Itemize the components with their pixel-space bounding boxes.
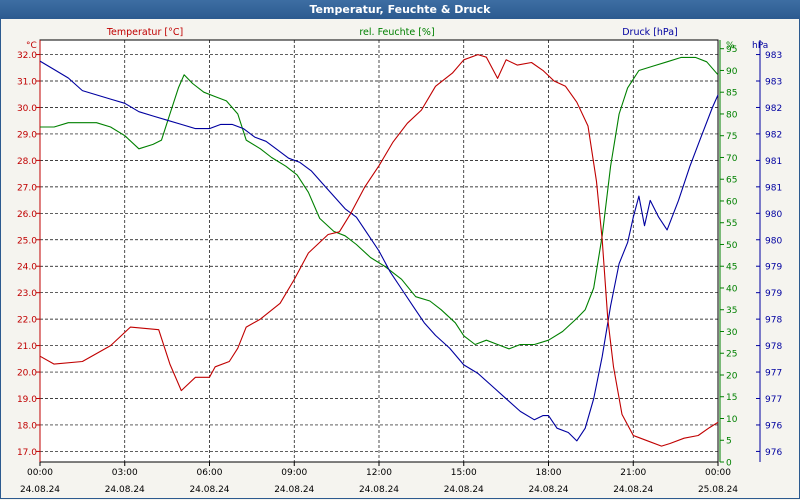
x-tick-date: 24.08.24 [274,485,314,495]
pressure-tick-label: 980 [765,236,782,246]
temperature-tick-label: 21.0 [17,342,37,352]
x-tick-time: 18:00 [536,468,562,478]
pressure-tick-label: 982 [765,104,782,114]
humidity-tick-label: 95 [726,45,737,55]
humidity-tick-label: 20 [726,371,738,381]
x-tick-date: 24.08.24 [20,485,60,495]
humidity-tick-label: 30 [726,328,738,338]
x-tick-time: 00:00 [27,468,53,478]
humidity-series-line [40,56,719,350]
x-tick-time: 21:00 [620,468,646,478]
temperature-tick-label: 30.0 [17,104,37,114]
pressure-tick-label: 978 [765,342,782,352]
pressure-axis-unit: hPa [752,41,768,51]
temperature-tick-label: 32.0 [17,51,37,61]
humidity-tick-label: 75 [726,132,737,142]
window-title: Temperatur, Feuchte & Druck [0,0,800,19]
pressure-series-line [39,60,719,442]
legend-humidity: rel. Feuchte [%] [359,27,434,38]
humidity-tick-label: 25 [726,350,737,360]
humidity-tick-label: 45 [726,263,737,273]
humidity-tick-label: 50 [726,241,738,251]
temperature-tick-label: 20.0 [17,369,37,379]
humidity-tick-label: 40 [726,284,738,294]
humidity-axis-unit: % [726,41,735,51]
humidity-tick-label: 90 [726,67,738,77]
x-tick-date: 24.08.24 [105,485,145,495]
pressure-tick-label: 977 [765,395,782,405]
humidity-tick-label: 55 [726,219,737,229]
temperature-tick-label: 25.0 [17,236,37,246]
humidity-tick-label: 60 [726,197,738,207]
humidity-tick-label: 80 [726,110,738,120]
x-tick-date: 24.08.24 [359,485,399,495]
temperature-axis-unit: °C [26,41,37,51]
temperature-tick-label: 18.0 [17,421,37,431]
temperature-series-line [39,54,719,447]
temperature-tick-label: 28.0 [17,157,37,167]
x-tick-date: 24.08.24 [528,485,568,495]
legend-temperature: Temperatur [°C] [106,27,183,38]
x-tick-time: 12:00 [366,468,392,478]
humidity-tick-label: 5 [726,437,732,447]
temperature-tick-label: 24.0 [17,263,37,273]
humidity-tick-label: 85 [726,89,737,99]
temperature-tick-label: 31.0 [17,78,37,88]
pressure-tick-label: 983 [765,78,782,88]
temperature-tick-label: 26.0 [17,210,37,220]
temperature-tick-label: 27.0 [17,183,37,193]
pressure-tick-label: 980 [765,210,782,220]
pressure-tick-label: 976 [765,448,782,458]
temperature-tick-label: 17.0 [17,448,37,458]
x-tick-date: 24.08.24 [613,485,653,495]
pressure-tick-label: 983 [765,51,782,61]
pressure-tick-label: 977 [765,369,782,379]
x-tick-time: 03:00 [112,468,138,478]
pressure-tick-label: 979 [765,263,782,273]
humidity-tick-label: 70 [726,154,738,164]
pressure-tick-label: 982 [765,130,782,140]
legend-pressure: Druck [hPa] [622,27,678,38]
x-tick-time: 00:00 [705,468,731,478]
humidity-tick-label: 10 [726,415,738,425]
x-tick-time: 06:00 [197,468,223,478]
x-tick-date: 25.08.24 [698,485,738,495]
humidity-tick-label: 35 [726,306,737,316]
x-tick-time: 09:00 [281,468,307,478]
temperature-tick-label: 22.0 [17,316,37,326]
x-tick-time: 15:00 [451,468,477,478]
pressure-tick-label: 976 [765,421,782,431]
humidity-tick-label: 65 [726,176,737,186]
temperature-tick-label: 29.0 [17,130,37,140]
humidity-tick-label: 0 [726,459,732,469]
pressure-tick-label: 979 [765,289,782,299]
pressure-tick-label: 981 [765,183,782,193]
temperature-tick-label: 23.0 [17,289,37,299]
temperature-tick-label: 19.0 [17,395,37,405]
x-tick-date: 24.08.24 [189,485,229,495]
pressure-tick-label: 981 [765,157,782,167]
humidity-tick-label: 15 [726,393,737,403]
x-tick-date: 24.08.24 [444,485,484,495]
pressure-tick-label: 978 [765,316,782,326]
